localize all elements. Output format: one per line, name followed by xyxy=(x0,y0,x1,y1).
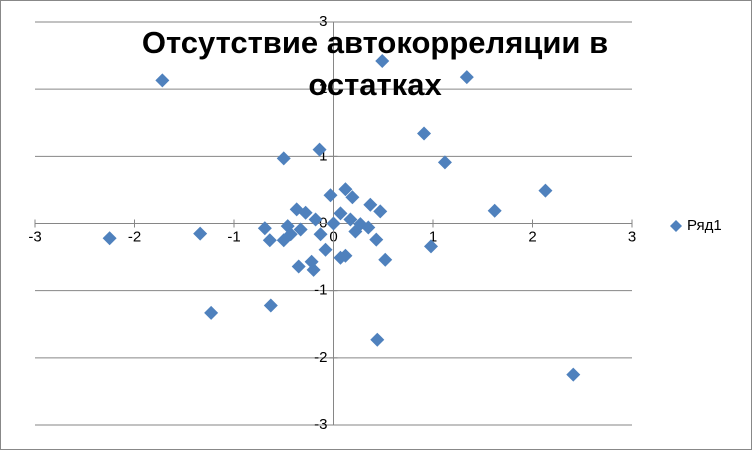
point xyxy=(283,227,298,242)
point xyxy=(155,73,170,88)
point xyxy=(417,126,432,141)
marks xyxy=(102,53,581,382)
y-tick-label: 0 xyxy=(319,214,327,231)
point xyxy=(276,151,291,166)
point xyxy=(343,212,358,227)
legend: Ряд1 xyxy=(670,217,722,234)
point xyxy=(304,254,319,269)
point xyxy=(361,220,376,235)
point xyxy=(566,367,581,382)
point xyxy=(538,183,553,198)
y-tick-label: 3 xyxy=(319,13,327,30)
point xyxy=(313,227,328,242)
point xyxy=(459,70,474,85)
x-tick-label: -2 xyxy=(128,228,141,245)
point xyxy=(338,182,353,197)
point xyxy=(363,197,378,212)
y-tick-label: -2 xyxy=(314,349,327,366)
point xyxy=(308,212,323,227)
point xyxy=(193,226,208,241)
point xyxy=(312,142,327,157)
y-tick-label: -1 xyxy=(314,282,327,299)
legend-marker xyxy=(670,220,682,232)
x-tick-label: -3 xyxy=(28,228,41,245)
x-tick-label: 2 xyxy=(528,228,536,245)
point xyxy=(323,188,338,203)
point xyxy=(345,190,360,205)
point xyxy=(437,155,452,170)
y-tick-label: 2 xyxy=(319,80,327,97)
legend-label: Ряд1 xyxy=(687,217,722,234)
point xyxy=(326,216,341,231)
x-tick-label: -1 xyxy=(227,228,240,245)
point xyxy=(291,259,306,274)
point xyxy=(257,221,272,236)
x-tick-label: 3 xyxy=(628,228,636,245)
point xyxy=(102,231,117,246)
point xyxy=(333,250,348,265)
point xyxy=(293,222,308,237)
point xyxy=(204,305,219,320)
point xyxy=(263,298,278,313)
point xyxy=(378,252,393,267)
y-tick-label: -3 xyxy=(314,416,327,433)
point xyxy=(298,205,313,220)
chart-title: Отсутствие автокорреляции в остатках xyxy=(141,25,609,102)
point xyxy=(262,233,277,248)
point xyxy=(424,239,439,254)
point xyxy=(333,206,348,221)
point xyxy=(318,242,333,257)
x-tick-label: 1 xyxy=(429,228,437,245)
point xyxy=(369,232,384,247)
point xyxy=(373,204,388,219)
point xyxy=(375,53,390,68)
y-tick-label: 1 xyxy=(319,147,327,164)
point xyxy=(487,203,502,218)
point xyxy=(370,332,385,347)
